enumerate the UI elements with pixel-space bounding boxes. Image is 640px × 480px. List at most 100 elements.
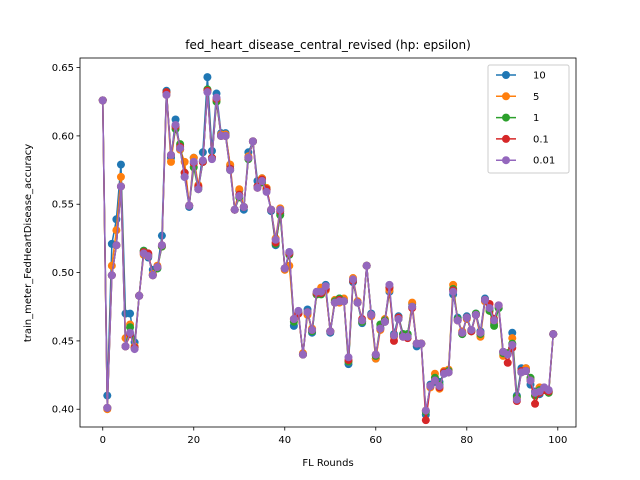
data-point: [521, 366, 530, 375]
data-point: [107, 261, 116, 270]
data-point: [198, 156, 207, 165]
legend-label: 0.1: [533, 134, 549, 145]
data-point: [176, 144, 185, 153]
data-point: [207, 155, 216, 164]
legend-label: 1: [533, 113, 539, 124]
data-point: [253, 183, 262, 192]
data-point: [389, 331, 398, 340]
data-point: [353, 298, 362, 307]
data-point: [162, 90, 171, 99]
data-point: [126, 328, 135, 337]
legend-marker: [502, 134, 510, 143]
legend-box: [487, 64, 570, 174]
data-point: [112, 241, 121, 250]
data-point: [430, 376, 439, 385]
y-tick-label: 0.55: [52, 200, 74, 211]
data-point: [303, 308, 312, 317]
data-point: [167, 151, 176, 160]
data-point: [239, 202, 248, 211]
data-point: [376, 324, 385, 333]
data-point: [116, 160, 125, 169]
data-point: [503, 350, 512, 359]
data-point: [471, 310, 480, 319]
data-point: [298, 350, 307, 359]
y-tick-label: 0.45: [52, 336, 74, 347]
data-point: [503, 358, 512, 367]
data-point: [462, 313, 471, 322]
data-point: [171, 120, 180, 129]
data-point: [126, 309, 135, 318]
x-tick-label: 0: [100, 435, 106, 446]
x-tick-label: 80: [460, 435, 473, 446]
x-axis-label: FL Rounds: [302, 458, 353, 469]
data-point: [203, 88, 212, 97]
data-point: [508, 328, 517, 337]
data-point: [394, 315, 403, 324]
data-point: [180, 172, 189, 181]
x-tick-label: 60: [369, 435, 382, 446]
data-point: [349, 275, 358, 284]
data-point: [453, 316, 462, 325]
data-point: [494, 301, 503, 310]
legend-marker: [502, 71, 510, 79]
data-point: [235, 192, 244, 201]
data-point: [308, 325, 317, 334]
legend-label: 0.01: [533, 156, 555, 167]
data-point: [285, 248, 294, 257]
legend-item-0.1: 0.1: [496, 134, 549, 145]
data-point: [258, 177, 267, 185]
data-point: [458, 328, 467, 337]
data-point: [171, 115, 180, 124]
data-point: [167, 157, 176, 166]
data-point: [449, 287, 458, 296]
data-point: [339, 297, 348, 306]
data-point: [389, 336, 398, 345]
data-point: [235, 185, 244, 194]
plot-area: [98, 73, 558, 425]
data-point: [112, 226, 121, 235]
data-point: [408, 302, 417, 311]
data-point: [421, 406, 430, 415]
data-point: [98, 96, 107, 105]
data-point: [185, 201, 194, 210]
legend: 10 5 1 0.1 0.01: [487, 64, 570, 174]
series-0.01: [98, 88, 558, 415]
data-point: [467, 325, 476, 334]
data-point: [157, 241, 166, 250]
data-point: [344, 353, 353, 362]
data-point: [490, 321, 499, 330]
data-point: [153, 263, 162, 272]
data-point: [289, 315, 298, 324]
data-point: [267, 205, 276, 214]
data-point: [212, 93, 221, 102]
data-point: [262, 187, 271, 196]
data-point: [121, 342, 130, 351]
x-tick-label: 100: [548, 435, 567, 446]
data-point: [485, 304, 494, 313]
legend-item-5: 5: [496, 92, 539, 103]
data-point: [130, 345, 139, 354]
legend-label: 5: [533, 92, 539, 103]
data-point: [230, 205, 239, 214]
data-point: [294, 306, 303, 315]
chart-title: fed_heart_disease_central_revised (hp: e…: [185, 38, 471, 52]
data-point: [126, 323, 135, 332]
data-point: [271, 235, 280, 244]
data-point: [444, 368, 453, 377]
legend-item-1: 1: [496, 113, 539, 124]
data-point: [380, 317, 389, 326]
data-point: [248, 137, 257, 146]
data-point: [403, 332, 412, 341]
legend-item-10: 10: [496, 71, 546, 82]
data-point: [116, 172, 125, 181]
data-point: [476, 328, 485, 337]
y-axis-label: train_meter_FedHeartDisease_accuracy: [23, 144, 34, 342]
data-point: [435, 382, 444, 390]
data-point: [512, 395, 521, 404]
data-point: [321, 282, 330, 291]
y-tick-label: 0.60: [52, 131, 74, 142]
data-point: [417, 339, 426, 348]
data-point: [148, 271, 157, 280]
data-point: [367, 310, 376, 319]
